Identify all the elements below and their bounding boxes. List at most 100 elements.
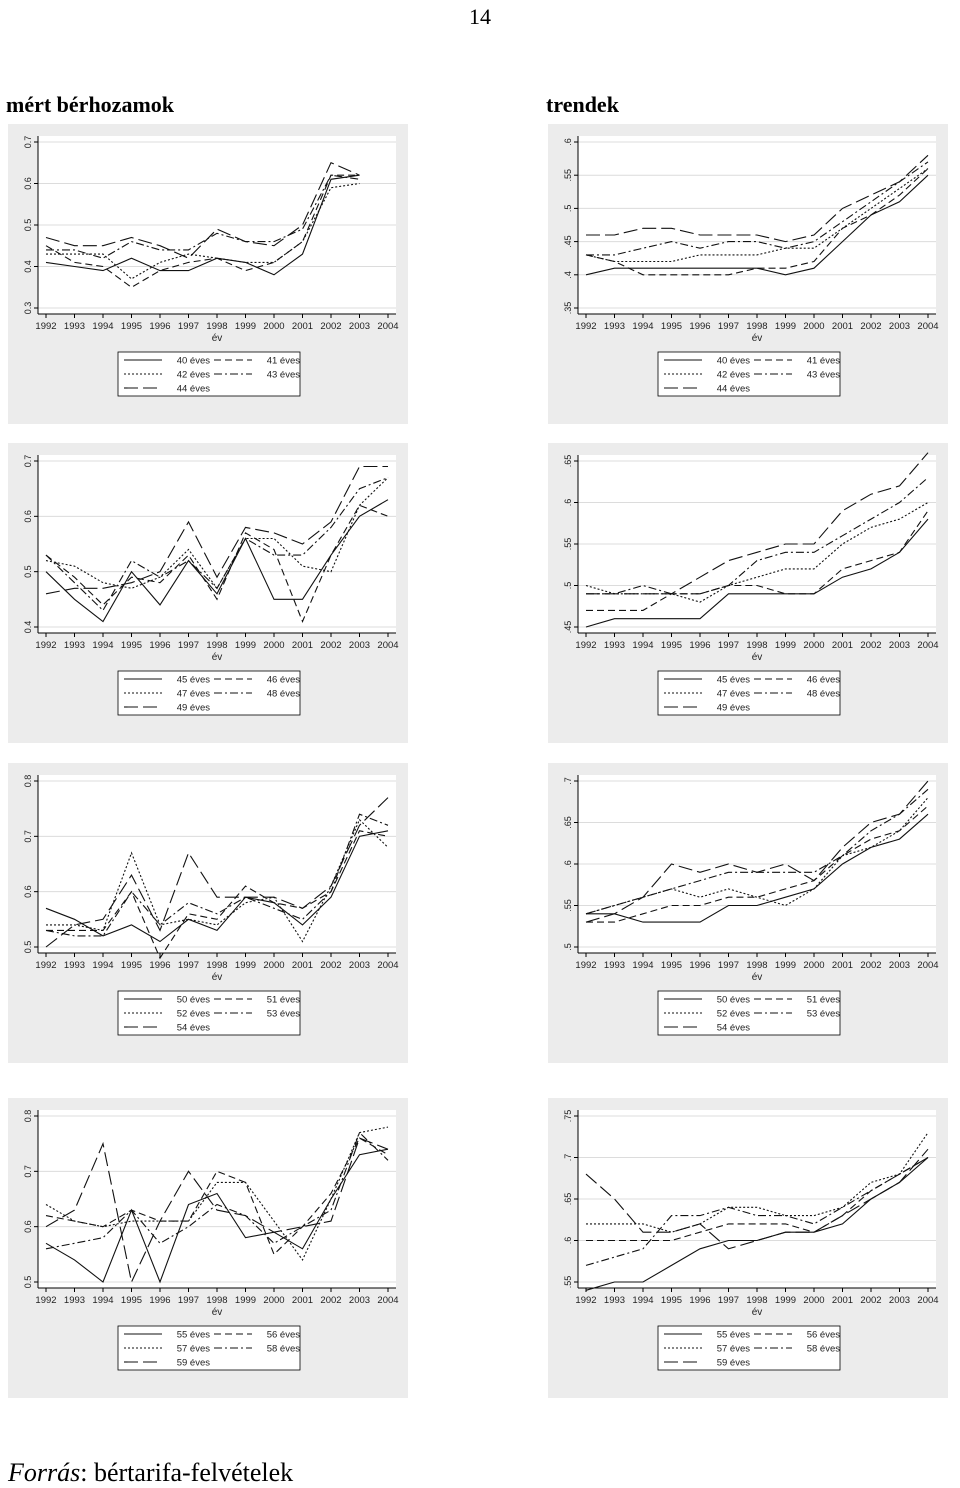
x-tick-label: 1997 — [178, 960, 199, 971]
y-tick-label: 0.7 — [23, 455, 33, 468]
legend-label: 42 éves — [177, 370, 211, 381]
x-tick-label: 1998 — [746, 321, 767, 332]
x-tick-label: 1993 — [604, 321, 625, 332]
legend-label: 54 éves — [177, 1023, 211, 1034]
x-tick-label: 2004 — [917, 321, 938, 332]
plot-area — [38, 455, 396, 633]
x-tick-label: 1998 — [746, 640, 767, 651]
x-tick-label: 1999 — [235, 321, 256, 332]
x-tick-label: 1996 — [149, 1295, 170, 1306]
x-tick-label: 2004 — [917, 960, 938, 971]
x-tick-label: 2000 — [263, 321, 284, 332]
y-tick-label: .5 — [563, 205, 573, 213]
legend-label: 48 éves — [267, 689, 301, 700]
x-tick-label: 1994 — [92, 960, 113, 971]
x-tick-label: 1998 — [746, 1295, 767, 1306]
chart-panel-55-59-measured: 0.5 0.6 0.7 0.8 1992 1993 1994 1995 1996 1997 1998… — [8, 1098, 408, 1398]
x-tick-label: 2000 — [803, 960, 824, 971]
series-line — [45, 1137, 389, 1284]
series-line — [45, 174, 360, 276]
y-tick-label: 0.3 — [23, 302, 33, 315]
source-text: : bértarifa-felvételek — [80, 1458, 294, 1487]
x-tick-label: 1998 — [206, 1295, 227, 1306]
x-tick-label: 2003 — [889, 640, 910, 651]
x-tick-label: 1997 — [718, 960, 739, 971]
x-tick-label: 1998 — [206, 960, 227, 971]
x-axis-label: év — [752, 652, 763, 663]
x-tick-label: 1999 — [235, 640, 256, 651]
series-line — [45, 1137, 389, 1256]
y-tick-label: 0.6 — [23, 1220, 33, 1233]
x-tick-label: 1995 — [661, 960, 682, 971]
x-tick-label: 1996 — [149, 640, 170, 651]
x-tick-label: 1992 — [575, 1295, 596, 1306]
y-tick-label: .6 — [563, 1237, 573, 1245]
legend-label: 59 éves — [717, 1358, 751, 1369]
y-tick-label: .55 — [563, 1276, 573, 1289]
x-tick-label: 2001 — [832, 321, 853, 332]
page-number: 14 — [469, 4, 491, 29]
x-tick-label: 1997 — [718, 640, 739, 651]
x-tick-label: 1997 — [178, 1295, 199, 1306]
x-tick-label: 2002 — [860, 1295, 881, 1306]
chart-panel-50-54-trend: .5 .55 .6 .65 .7 1992 1993 1994 1995 1996 1997 1998… — [548, 763, 948, 1063]
x-tick-label: 1994 — [92, 1295, 113, 1306]
x-tick-label: 1996 — [689, 1295, 710, 1306]
x-tick-label: 2000 — [263, 960, 284, 971]
series-line — [45, 830, 389, 943]
y-tick-label: 0.6 — [23, 885, 33, 898]
x-tick-label: 2003 — [349, 640, 370, 651]
x-axis-label: év — [212, 333, 223, 344]
x-tick-label: 2003 — [349, 1295, 370, 1306]
plot-area — [38, 1110, 396, 1288]
chart-panel-50-54-measured: 0.5 0.6 0.7 0.8 1992 1993 1994 1995 1996 1997 1998… — [8, 763, 408, 1063]
x-tick-label: 1992 — [575, 321, 596, 332]
x-tick-label: 1993 — [64, 960, 85, 971]
source-label: Forrás — [8, 1458, 81, 1487]
x-axis-label: év — [212, 1307, 223, 1318]
x-tick-label: 1997 — [718, 321, 739, 332]
y-tick-label: 0.4 — [23, 260, 33, 273]
x-tick-label: 1995 — [121, 321, 142, 332]
y-tick-label: 0.8 — [23, 775, 33, 788]
series-line — [586, 813, 929, 923]
x-tick-label: 1994 — [632, 321, 653, 332]
x-tick-label: 1993 — [604, 640, 625, 651]
x-tick-label: 1992 — [575, 640, 596, 651]
x-tick-label: 1994 — [92, 321, 113, 332]
legend-label: 53 éves — [267, 1009, 301, 1020]
legend-label: 50 éves — [717, 995, 751, 1006]
legend-label: 59 éves — [177, 1358, 211, 1369]
y-tick-label: 0.7 — [23, 830, 33, 843]
x-tick-label: 2003 — [349, 321, 370, 332]
y-tick-label: 0.5 — [23, 219, 33, 232]
y-tick-label: .6 — [563, 499, 573, 507]
x-tick-label: 2001 — [832, 1295, 853, 1306]
x-tick-label: 1996 — [689, 960, 710, 971]
y-tick-label: .5 — [563, 943, 573, 951]
series-line — [586, 510, 929, 611]
x-tick-label: 1999 — [775, 321, 796, 332]
x-tick-label: 2000 — [803, 1295, 824, 1306]
y-tick-label: 0.7 — [23, 136, 33, 149]
legend-label: 55 éves — [177, 1330, 211, 1341]
legend-label: 49 éves — [177, 703, 211, 714]
legend-label: 45 éves — [177, 675, 211, 686]
x-tick-label: 1992 — [35, 640, 56, 651]
y-tick-label: 0.5 — [23, 941, 33, 954]
y-tick-label: .55 — [563, 169, 573, 182]
legend-label: 47 éves — [717, 689, 751, 700]
plot-area — [38, 775, 396, 953]
x-tick-label: 2001 — [292, 321, 313, 332]
series-line — [585, 1148, 929, 1250]
legend-label: 40 éves — [717, 356, 751, 367]
series-line — [45, 499, 389, 623]
x-tick-label: 1997 — [178, 640, 199, 651]
y-tick-label: .7 — [563, 1154, 573, 1162]
legend-label: 41 éves — [807, 356, 841, 367]
y-tick-label: .65 — [563, 816, 573, 829]
chart-panel-40-44-measured: 0.3 0.4 0.5 0.6 0.7 1992 1993 1994 1995 1996 1997 1… — [8, 124, 408, 424]
y-tick-label: 0.4 — [23, 621, 33, 634]
x-tick-label: 1995 — [661, 321, 682, 332]
series-line — [45, 1131, 389, 1250]
